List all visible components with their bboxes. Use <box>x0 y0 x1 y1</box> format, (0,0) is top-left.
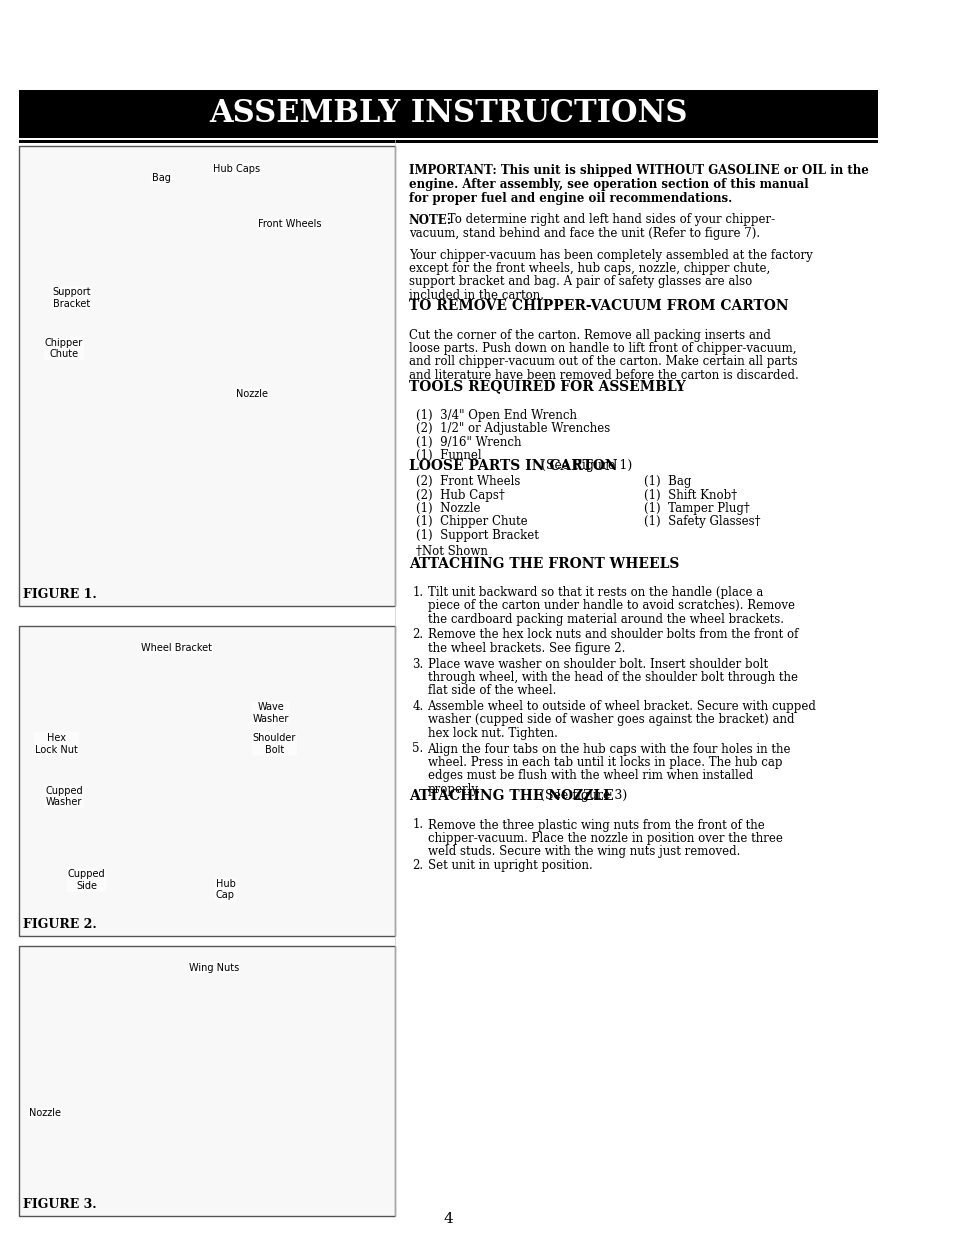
Text: Hub Caps: Hub Caps <box>213 164 260 174</box>
Text: (2)  1/2" or Adjustable Wrenches: (2) 1/2" or Adjustable Wrenches <box>416 422 610 435</box>
Bar <box>19 90 877 138</box>
Text: TOOLS REQUIRED FOR ASSEMBLY: TOOLS REQUIRED FOR ASSEMBLY <box>408 379 685 392</box>
Text: (1)  Tamper Plug†: (1) Tamper Plug† <box>643 502 748 515</box>
Text: included in the carton.: included in the carton. <box>408 289 543 302</box>
Text: loose parts. Push down on handle to lift front of chipper-vacuum,: loose parts. Push down on handle to lift… <box>408 341 796 355</box>
Text: piece of the carton under handle to avoid scratches). Remove: piece of the carton under handle to avoi… <box>427 599 794 613</box>
Text: Tilt unit backward so that it rests on the handle (place a: Tilt unit backward so that it rests on t… <box>427 586 762 599</box>
Text: Hub
Cap: Hub Cap <box>215 878 235 901</box>
Text: Wheel Bracket: Wheel Bracket <box>141 643 212 653</box>
Text: 1.: 1. <box>412 819 423 831</box>
Text: FIGURE 3.: FIGURE 3. <box>24 1197 97 1211</box>
Text: 2.: 2. <box>412 628 423 642</box>
Text: Assemble wheel to outside of wheel bracket. Secure with cupped: Assemble wheel to outside of wheel brack… <box>427 700 816 713</box>
Text: 4.: 4. <box>412 700 423 713</box>
Text: To determine right and left hand sides of your chipper-: To determine right and left hand sides o… <box>444 213 775 227</box>
Text: support bracket and bag. A pair of safety glasses are also: support bracket and bag. A pair of safet… <box>408 275 751 289</box>
Text: Nozzle: Nozzle <box>235 390 268 400</box>
Text: Nozzle: Nozzle <box>30 1109 61 1119</box>
Bar <box>19 946 395 1216</box>
Text: NOTE:: NOTE: <box>408 213 452 227</box>
Text: ASSEMBLY INSTRUCTIONS: ASSEMBLY INSTRUCTIONS <box>209 98 687 130</box>
Text: properly.: properly. <box>427 782 480 796</box>
Text: LOOSE PARTS IN CARTON: LOOSE PARTS IN CARTON <box>408 459 617 473</box>
Text: (1)  Nozzle: (1) Nozzle <box>416 502 480 515</box>
Text: the wheel brackets. See figure 2.: the wheel brackets. See figure 2. <box>427 642 624 655</box>
Text: Hex
Lock Nut: Hex Lock Nut <box>35 733 78 755</box>
Text: 3.: 3. <box>412 658 423 670</box>
Text: wheel. Press in each tab until it locks in place. The hub cap: wheel. Press in each tab until it locks … <box>427 756 781 769</box>
Text: (1)  Chipper Chute: (1) Chipper Chute <box>416 516 527 528</box>
Text: Chipper
Chute: Chipper Chute <box>45 338 83 359</box>
Text: Cupped
Washer: Cupped Washer <box>45 786 83 807</box>
Text: hex lock nut. Tighten.: hex lock nut. Tighten. <box>427 726 557 740</box>
Text: edges must be flush with the wheel rim when installed: edges must be flush with the wheel rim w… <box>427 770 752 782</box>
Bar <box>19 140 877 143</box>
Text: TO REMOVE CHIPPER-VACUUM FROM CARTON: TO REMOVE CHIPPER-VACUUM FROM CARTON <box>408 299 787 313</box>
Text: Cupped
Side: Cupped Side <box>68 870 105 891</box>
Text: vacuum, stand behind and face the unit (Refer to figure 7).: vacuum, stand behind and face the unit (… <box>408 227 759 240</box>
Text: and literature have been removed before the carton is discarded.: and literature have been removed before … <box>408 369 798 383</box>
Text: (See Figure 1): (See Figure 1) <box>537 459 632 472</box>
Text: Your chipper-vacuum has been completely assembled at the factory: Your chipper-vacuum has been completely … <box>408 248 812 262</box>
Text: Front Wheels: Front Wheels <box>257 219 321 229</box>
Text: engine. After assembly, see operation section of this manual: engine. After assembly, see operation se… <box>408 178 807 191</box>
Text: (1)  Support Bracket: (1) Support Bracket <box>416 530 538 542</box>
Text: Remove the hex lock nuts and shoulder bolts from the front of: Remove the hex lock nuts and shoulder bo… <box>427 628 797 642</box>
Text: washer (cupped side of washer goes against the bracket) and: washer (cupped side of washer goes again… <box>427 714 793 726</box>
Text: and roll chipper-vacuum out of the carton. Make certain all parts: and roll chipper-vacuum out of the carto… <box>408 355 797 369</box>
Text: flat side of the wheel.: flat side of the wheel. <box>427 684 556 698</box>
Text: chipper-vacuum. Place the nozzle in position over the three: chipper-vacuum. Place the nozzle in posi… <box>427 832 781 845</box>
Text: 1.: 1. <box>412 586 423 599</box>
Text: (1)  Safety Glasses†: (1) Safety Glasses† <box>643 516 760 528</box>
Text: Bag: Bag <box>152 173 171 183</box>
Text: (1)  Bag: (1) Bag <box>643 475 690 488</box>
Text: ATTACHING THE NOZZLE: ATTACHING THE NOZZLE <box>408 789 613 802</box>
Text: Wing Nuts: Wing Nuts <box>189 963 239 973</box>
Text: Place wave washer on shoulder bolt. Insert shoulder bolt: Place wave washer on shoulder bolt. Inse… <box>427 658 767 670</box>
Text: Remove the three plastic wing nuts from the front of the: Remove the three plastic wing nuts from … <box>427 819 763 831</box>
Text: †Not Shown: †Not Shown <box>416 545 488 557</box>
Text: (1)  3/4" Open End Wrench: (1) 3/4" Open End Wrench <box>416 409 577 421</box>
Bar <box>19 625 395 936</box>
Text: through wheel, with the head of the shoulder bolt through the: through wheel, with the head of the shou… <box>427 672 797 684</box>
Text: weld studs. Secure with the wing nuts just removed.: weld studs. Secure with the wing nuts ju… <box>427 846 740 858</box>
Text: Align the four tabs on the hub caps with the four holes in the: Align the four tabs on the hub caps with… <box>427 743 790 755</box>
Text: 5.: 5. <box>412 743 423 755</box>
Bar <box>19 146 395 606</box>
Text: IMPORTANT: This unit is shipped WITHOUT GASOLINE or OIL in the: IMPORTANT: This unit is shipped WITHOUT … <box>408 164 867 177</box>
Text: (1)  Funnel: (1) Funnel <box>416 449 481 462</box>
Text: Wave
Washer: Wave Washer <box>253 701 289 724</box>
Text: ATTACHING THE FRONT WHEELS: ATTACHING THE FRONT WHEELS <box>408 557 679 571</box>
Text: the cardboard packing material around the wheel brackets.: the cardboard packing material around th… <box>427 613 782 625</box>
Text: 2.: 2. <box>412 858 423 872</box>
Text: FIGURE 2.: FIGURE 2. <box>24 918 97 931</box>
Text: for proper fuel and engine oil recommendations.: for proper fuel and engine oil recommend… <box>408 192 731 206</box>
Text: Set unit in upright position.: Set unit in upright position. <box>427 858 592 872</box>
Text: (1)  9/16" Wrench: (1) 9/16" Wrench <box>416 436 521 449</box>
Text: Cut the corner of the carton. Remove all packing inserts and: Cut the corner of the carton. Remove all… <box>408 329 770 341</box>
Text: 4: 4 <box>443 1212 453 1226</box>
Text: (See figure 3): (See figure 3) <box>536 789 627 802</box>
Text: except for the front wheels, hub caps, nozzle, chipper chute,: except for the front wheels, hub caps, n… <box>408 262 769 275</box>
Text: FIGURE 1.: FIGURE 1. <box>24 588 97 601</box>
Text: Support
Bracket: Support Bracket <box>52 287 91 309</box>
Text: (1)  Shift Knob†: (1) Shift Knob† <box>643 488 736 501</box>
Text: (2)  Hub Caps†: (2) Hub Caps† <box>416 488 504 501</box>
Text: Shoulder
Bolt: Shoulder Bolt <box>253 733 295 755</box>
Text: (2)  Front Wheels: (2) Front Wheels <box>416 475 520 488</box>
